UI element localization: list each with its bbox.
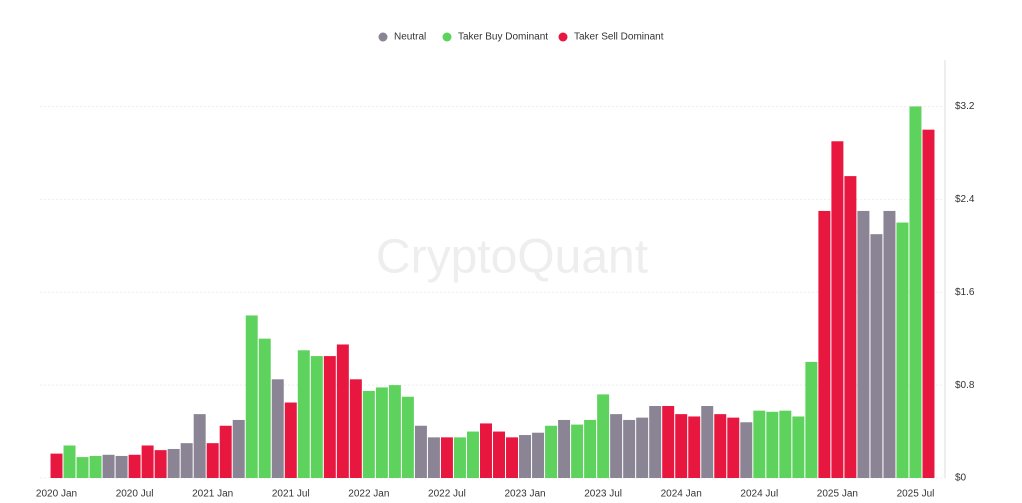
bar [128,454,141,478]
bar [193,414,206,478]
bar [362,390,375,478]
bar [480,423,492,478]
bar [870,234,883,478]
bar [818,210,831,478]
x-tick-label: 2020 Jul [116,489,154,500]
bar [792,416,805,478]
bar [857,210,870,478]
bar [401,396,414,478]
bar [102,454,115,478]
y-tick-label: $0 [955,473,967,484]
bar [519,435,532,478]
bar [245,315,258,478]
y-tick-label: $3.2 [955,101,975,112]
bar [831,141,844,478]
legend-swatch [378,32,388,42]
bar [375,387,388,478]
bar [89,455,102,478]
bar [180,443,193,478]
legend-label: Taker Sell Dominant [574,32,664,43]
bar [896,222,909,478]
bar [349,379,362,478]
bar [336,344,349,478]
bar [844,176,857,478]
bar [76,457,89,478]
x-tick-label: 2024 Jul [740,489,778,500]
x-tick-label: 2025 Jan [817,489,858,500]
bar [414,425,427,478]
bar [453,437,466,478]
bar [753,410,766,478]
bar [740,422,753,478]
x-tick-label: 2025 Jul [897,489,935,500]
bar [466,431,479,478]
bar [701,406,714,478]
bar [232,419,245,478]
bar [675,414,688,478]
bar [141,445,154,478]
bar [779,410,792,478]
x-tick-label: 2022 Jan [348,489,389,500]
legend-label: Neutral [394,32,426,43]
bar [532,432,545,478]
bar [727,417,740,478]
bar [662,406,675,478]
bar [258,338,271,478]
bar [584,419,597,478]
bar [649,406,662,478]
bar [571,424,584,478]
bar [50,453,63,478]
bar [284,402,297,478]
bar [219,425,232,478]
y-tick-label: $0.8 [955,380,975,391]
bar [545,425,558,478]
x-tick-label: 2022 Jul [428,489,466,500]
bar [206,443,219,478]
y-tick-label: $2.4 [955,194,975,205]
legend-swatch [442,32,452,42]
x-tick-label: 2024 Jan [661,489,702,500]
bar [323,356,336,478]
x-tick-label: 2021 Jan [192,489,233,500]
bar [909,106,922,478]
bar [493,431,505,478]
legend-label: Taker Buy Dominant [458,32,548,43]
bar [506,437,519,478]
bar [310,356,323,478]
bar [597,394,610,478]
bar [714,414,727,478]
watermark: CryptoQuant [376,231,648,284]
bar [271,379,284,478]
x-tick-label: 2023 Jan [504,489,545,500]
legend-swatch [558,32,568,42]
bar [154,450,167,478]
bar [766,411,779,478]
y-tick-label: $1.6 [955,287,975,298]
bar [922,129,935,478]
bar [440,437,453,478]
bar [610,414,623,478]
bar [883,210,896,478]
x-tick-label: 2023 Jul [584,489,622,500]
bar [623,419,636,478]
bar [427,437,440,478]
bar [388,385,401,478]
bar [115,455,128,478]
x-tick-label: 2021 Jul [272,489,310,500]
bar [805,361,818,478]
bar [167,448,180,478]
x-tick-label: 2020 Jan [36,489,77,500]
bar [688,416,701,478]
bar [636,417,649,478]
bar [63,445,76,478]
bar [297,350,310,478]
bar [558,419,571,478]
